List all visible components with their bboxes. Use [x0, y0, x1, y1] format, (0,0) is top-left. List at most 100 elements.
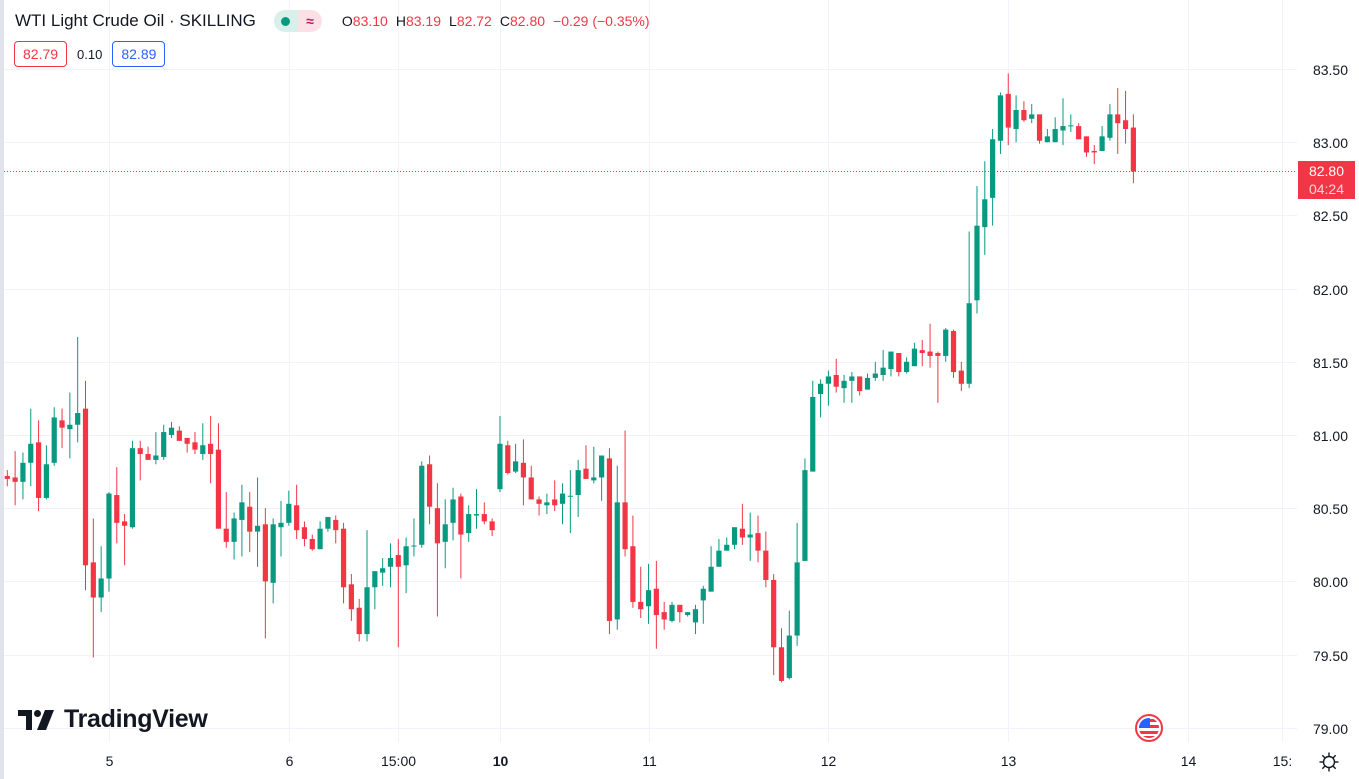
- candle: [653, 560, 659, 649]
- candle-body: [333, 519, 339, 531]
- candle-body: [630, 546, 636, 602]
- candle: [606, 448, 613, 635]
- candle-body: [810, 396, 816, 472]
- candle-body: [1005, 93, 1011, 128]
- candle-body: [606, 458, 613, 621]
- candle-body: [731, 527, 738, 545]
- candle: [231, 512, 237, 560]
- candle-body: [176, 430, 182, 441]
- tradingview-logo[interactable]: TradingView: [18, 705, 208, 734]
- symbol-title[interactable]: WTI Light Crude Oil · SKILLING: [15, 11, 256, 30]
- candle: [270, 518, 276, 604]
- candle-body: [184, 437, 190, 444]
- candle-body: [896, 353, 902, 373]
- buy-ask-button[interactable]: 82.89: [112, 41, 166, 67]
- us-flag-event-icon[interactable]: [1135, 714, 1163, 742]
- candle: [708, 546, 714, 592]
- candle: [1076, 123, 1082, 140]
- candle: [176, 426, 182, 441]
- candle: [1052, 117, 1058, 143]
- candle-body: [145, 454, 151, 460]
- settings-gear-icon[interactable]: [1318, 751, 1340, 773]
- candle: [28, 408, 34, 487]
- candle: [82, 380, 89, 591]
- candle: [841, 374, 847, 403]
- candle: [731, 527, 738, 550]
- candle-body: [1068, 125, 1074, 127]
- sell-bid-button[interactable]: 82.79: [14, 41, 68, 67]
- candle-body: [872, 373, 878, 378]
- candle: [935, 351, 941, 403]
- candle: [513, 443, 519, 474]
- candle-body: [958, 370, 964, 384]
- time-tick-label: 12: [820, 753, 837, 769]
- candle: [669, 601, 675, 623]
- candle: [692, 604, 699, 635]
- candle: [223, 492, 229, 548]
- status-pill[interactable]: ≈: [273, 10, 322, 32]
- candle-body: [1130, 127, 1136, 172]
- candle-body: [747, 534, 753, 538]
- candle-body: [880, 367, 886, 375]
- candle: [1044, 129, 1050, 143]
- candle: [700, 585, 706, 624]
- candle: [1060, 98, 1066, 146]
- candle-body: [426, 464, 433, 507]
- candle-body: [677, 604, 683, 613]
- candle-body: [1021, 109, 1027, 121]
- candle-body: [403, 546, 409, 566]
- candle-body: [755, 533, 761, 551]
- candle-body: [771, 579, 777, 648]
- candle-body: [411, 545, 417, 547]
- candle-body: [278, 522, 284, 528]
- candle: [348, 574, 354, 621]
- candle: [739, 503, 745, 545]
- candle-body: [943, 329, 949, 356]
- candle: [528, 465, 534, 500]
- candle-body: [888, 351, 894, 370]
- candle-body: [450, 499, 456, 523]
- candle-body: [513, 461, 519, 472]
- candle: [552, 480, 558, 512]
- candle: [1130, 114, 1136, 184]
- candle-body: [857, 376, 863, 392]
- candle: [450, 487, 456, 541]
- candle: [411, 518, 417, 557]
- candle: [583, 445, 589, 479]
- candle: [75, 336, 81, 443]
- candle-body: [1076, 126, 1082, 140]
- candle: [974, 186, 980, 314]
- candle-body: [864, 377, 871, 390]
- candle: [645, 563, 652, 624]
- candle: [794, 522, 800, 646]
- candle-body: [262, 524, 268, 582]
- candle: [43, 445, 49, 500]
- candle-body: [950, 331, 957, 373]
- candle-body: [208, 443, 214, 455]
- candle-body: [661, 612, 667, 620]
- candle: [4, 470, 10, 487]
- candle-body: [1052, 129, 1058, 143]
- candle: [919, 339, 925, 367]
- delayed-data-wave-icon: ≈: [297, 10, 322, 32]
- candle: [90, 518, 96, 658]
- candle: [1083, 136, 1090, 157]
- candle: [466, 505, 472, 542]
- symbol-legend: WTI Light Crude Oil · SKILLING ≈ O83.10 …: [15, 10, 650, 32]
- candle-body: [708, 566, 714, 592]
- candle-body: [700, 588, 706, 601]
- candle: [872, 361, 878, 381]
- candle: [395, 538, 401, 648]
- candle-body: [129, 448, 136, 528]
- low-value: 82.72: [456, 13, 492, 29]
- market-open-dot-icon: [273, 10, 298, 32]
- candle-body: [20, 462, 26, 482]
- candle: [168, 421, 175, 438]
- candle: [458, 493, 464, 579]
- candle-body: [567, 495, 573, 497]
- candle: [763, 531, 769, 588]
- price-tick-label: 83.00: [1312, 134, 1348, 151]
- candle-body: [223, 528, 229, 542]
- candle-body: [348, 584, 354, 610]
